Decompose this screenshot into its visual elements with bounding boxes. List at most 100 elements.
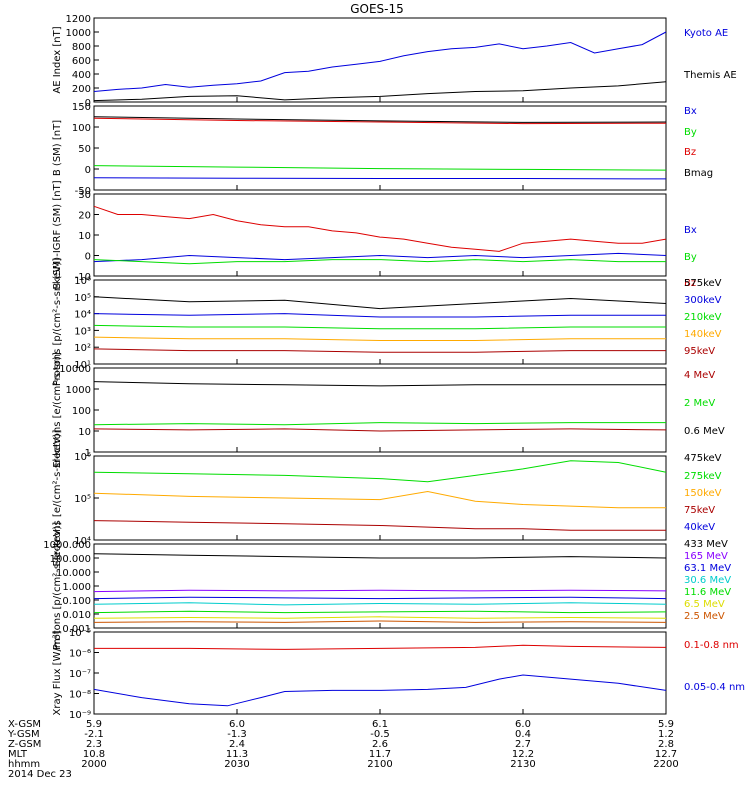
x-axis-value: 0.4 xyxy=(515,729,531,740)
series-line-210kev xyxy=(93,324,666,330)
y-tick-label: 10 xyxy=(78,231,91,242)
y-tick-label: -10 xyxy=(75,272,91,283)
x-axis-row-label: X-GSM xyxy=(8,719,41,730)
y-tick-label: 1 xyxy=(85,448,91,459)
y-tick-label: 10⁶ xyxy=(74,452,91,463)
x-axis-value: 2000 xyxy=(81,759,106,770)
y-tick-label: 0.001 xyxy=(62,624,91,635)
panel-electrons-mev: 10000 1000 100 10 1 Electrons [e/(cm²-s-sr)] 4… xyxy=(52,352,725,468)
y-tick-label: 1200 xyxy=(66,14,91,25)
y-tick-label: 0 xyxy=(85,165,91,176)
x-axis-row-label: Y-GSM xyxy=(7,729,40,740)
y-tick-label: 10⁻⁸ xyxy=(69,690,91,701)
y-tick-label: 0.100 xyxy=(62,596,91,607)
y-tick-label: 10⁻⁶ xyxy=(69,649,91,660)
x-axis-value: 1.2 xyxy=(658,729,674,740)
y-tick-label: 0.010 xyxy=(62,610,91,621)
x-axis-value: 6.0 xyxy=(229,719,245,730)
x-axis-value: 2030 xyxy=(224,759,249,770)
panel-ae: 1200 1000 800 600 400 200 0 AE Index [nT] Kyoto … xyxy=(52,14,737,109)
series-line-75kev xyxy=(93,520,666,531)
y-tick-label: 10⁶ xyxy=(74,276,91,287)
y-tick-label: 1000.000 xyxy=(43,540,91,551)
x-axis-row-label: MLT xyxy=(8,749,28,760)
y-tick-label: -50 xyxy=(75,186,91,197)
x-axis-value: 12.7 xyxy=(655,749,677,760)
panel-protons-hi: 10⁶ 10⁵ 10⁴ 10³ 10² 10¹ Protons [p/(cm²-s-sr-k… xyxy=(52,258,722,386)
y-tick-label: 10⁻⁵ xyxy=(69,628,91,639)
panel-xray: 10⁻⁵ 10⁻⁶ 10⁻⁷ 10⁻⁸ 10⁻⁹ Xray Flux [W/m²] 0.1-… xyxy=(52,628,745,721)
panel-db: 30 20 10 0 -10 B (SM)-IGRF (SM) [nT] Bx By Bz xyxy=(52,180,697,289)
x-axis-value: 2.6 xyxy=(372,739,388,750)
series-line-30-6-mev xyxy=(93,602,667,606)
panel-protons-mev: 1000.000 100.000 10.000 1.000 0.100 0.010 0.00… xyxy=(43,522,731,650)
series-line-0-6-mev xyxy=(93,381,666,387)
y-tick-label: 10 xyxy=(78,427,91,438)
x-axis-value: -2.1 xyxy=(84,729,104,740)
legend-entry: 140keV xyxy=(684,329,722,340)
series-line-bmag xyxy=(93,116,667,123)
x-axis-value: 2.4 xyxy=(229,739,245,750)
legend-entry: Bz xyxy=(684,278,696,289)
legend-entry: 2.5 MeV xyxy=(684,611,725,622)
legend-entry: 210keV xyxy=(684,312,722,323)
x-axis-value: 6.1 xyxy=(372,719,388,730)
y-tick-label: 10² xyxy=(74,343,91,354)
panel-frame xyxy=(93,279,667,365)
series-line-by xyxy=(93,165,667,171)
panel-frame xyxy=(93,105,667,191)
series-line-300kev xyxy=(93,313,666,318)
panel-frame xyxy=(93,455,667,541)
x-axis-value: 2200 xyxy=(653,759,678,770)
y-tick-label: 1000 xyxy=(66,385,91,396)
legend-entry: 40keV xyxy=(684,522,715,533)
y-tick-label: 100 xyxy=(72,123,91,134)
y-tick-label: 100.000 xyxy=(50,554,91,565)
x-axis-row-label: hhmm xyxy=(8,759,40,770)
series-line-bz xyxy=(93,205,667,252)
legend-entry: By xyxy=(684,127,697,138)
panel-frame xyxy=(93,367,667,453)
y-tick-label: 10³ xyxy=(74,326,91,337)
legend-entry: Bmag xyxy=(684,168,713,179)
y-tick-label: 20 xyxy=(78,211,91,222)
legend-entry: 6.5 MeV xyxy=(684,599,725,610)
y-axis-label: Electrons [e/(cm²-s-sr)] xyxy=(52,352,63,468)
x-axis-value: 2100 xyxy=(367,759,392,770)
x-axis-value: 2130 xyxy=(510,759,535,770)
y-tick-label: 30 xyxy=(78,190,91,201)
y-axis-label: Electrons [e/(cm²-s-sr-keV)] xyxy=(52,429,63,566)
y-tick-label: 150 xyxy=(72,102,91,113)
legend-entry: 0.05-0.4 nm xyxy=(684,682,745,693)
panel-frame xyxy=(93,631,667,715)
legend-entry: 575keV xyxy=(684,278,722,289)
legend-entry: 300keV xyxy=(684,295,722,306)
series-line-150kev xyxy=(93,490,666,509)
legend-entry: 11.6 MeV xyxy=(684,587,731,598)
y-tick-label: 10⁻⁷ xyxy=(69,669,91,680)
legend-entry: 95keV xyxy=(684,346,715,357)
legend-entry: 475keV xyxy=(684,453,722,464)
y-tick-label: 1.000 xyxy=(62,582,91,593)
y-tick-label: 50 xyxy=(78,144,91,155)
legend-entry: 0.1-0.8 nm xyxy=(684,640,739,651)
y-tick-label: 0 xyxy=(85,252,91,263)
series-line-165-mev xyxy=(93,589,667,593)
y-tick-label: 800 xyxy=(72,42,91,53)
y-axis-label: Xray Flux [W/m²] xyxy=(52,630,63,715)
y-tick-label: 10.000 xyxy=(56,568,91,579)
series-line-95kev xyxy=(93,348,666,353)
y-tick-label: 100 xyxy=(72,406,91,417)
series-line-63-1-mev xyxy=(93,596,667,600)
legend-entry: 165 MeV xyxy=(684,551,728,562)
y-axis-label: AE Index [nT] xyxy=(52,26,63,93)
legend-entry: Bx xyxy=(684,225,697,236)
series-line-2-mev xyxy=(93,422,666,426)
series-line-275kev xyxy=(93,460,667,483)
x-axis-row-label: 2014 Dec 23 xyxy=(8,769,72,780)
x-axis-value: -1.3 xyxy=(227,729,247,740)
series-line-6-5-mev xyxy=(93,616,667,619)
legend-entry: 30.6 MeV xyxy=(684,575,731,586)
legend-entry: 150keV xyxy=(684,488,722,499)
y-tick-label: 600 xyxy=(72,56,91,67)
